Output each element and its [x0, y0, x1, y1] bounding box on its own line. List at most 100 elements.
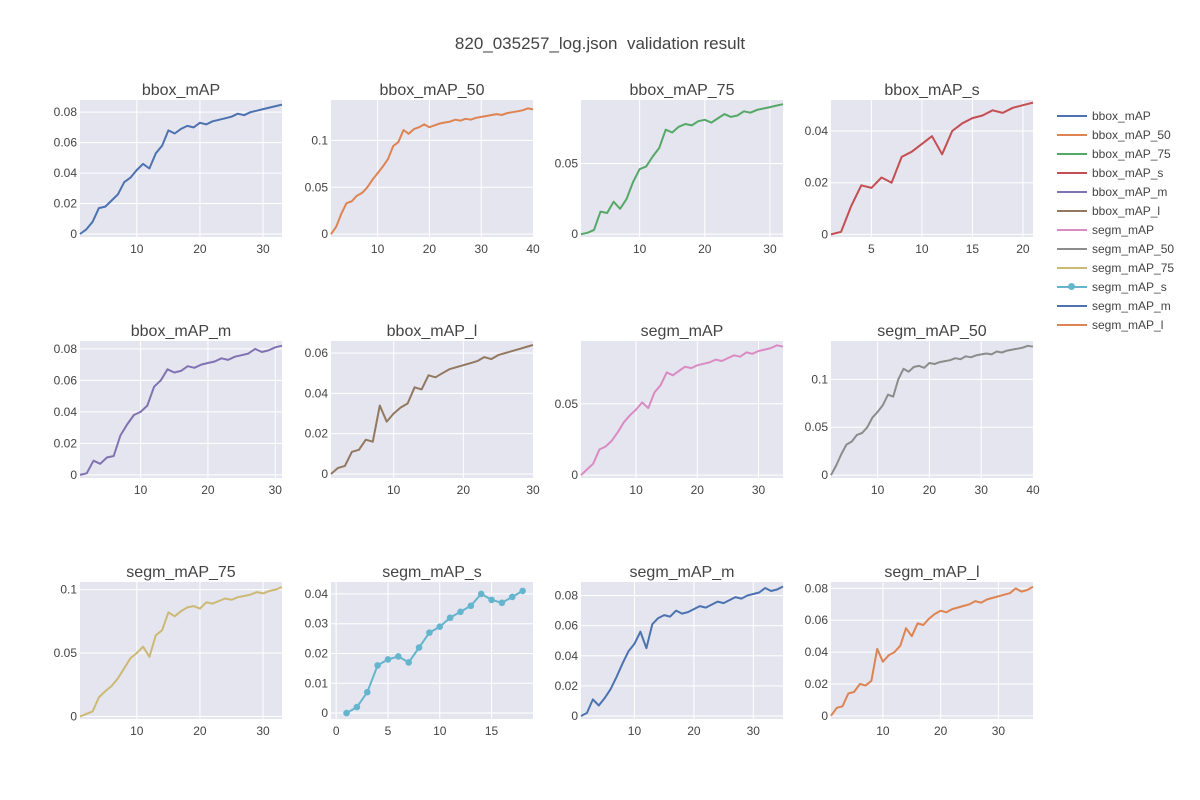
x-tick-label: 10	[871, 483, 885, 497]
y-tick-label: 0.06	[54, 373, 78, 387]
data-point	[508, 593, 516, 601]
subplot-title: segm_mAP_m	[630, 564, 735, 581]
y-tick-label: 0.08	[54, 105, 78, 119]
y-tick-label: 0.02	[305, 427, 329, 441]
legend-item[interactable]: bbox_mAP	[1057, 106, 1174, 125]
subplot-title: bbox_mAP_l	[387, 323, 478, 340]
legend-swatch	[1057, 300, 1087, 312]
y-tick-label: 0.02	[54, 197, 78, 211]
legend-swatch	[1057, 319, 1087, 331]
legend-item[interactable]: segm_mAP_75	[1057, 258, 1174, 277]
legend-swatch	[1057, 281, 1087, 293]
x-tick-label: 20	[1016, 242, 1030, 256]
y-tick-label: 0	[321, 227, 328, 241]
x-tick-label: 30	[269, 483, 283, 497]
subplot: 10 20 30 0 0.05 bbox_mAP_75	[555, 82, 784, 256]
subplot-title: bbox_mAP_75	[630, 82, 735, 99]
y-tick-label: 0.04	[305, 587, 329, 601]
y-tick-label: 0	[821, 227, 828, 241]
legend-label: segm_mAP_m	[1092, 298, 1171, 313]
data-point	[395, 653, 402, 660]
x-tick-label: 20	[423, 242, 437, 256]
data-point	[457, 608, 464, 616]
subplot: 5 10 15 20 0 0.02 0.04 bbox_mAP_s	[805, 82, 1034, 256]
subplot-title: bbox_mAP_50	[380, 82, 485, 99]
subplot-title: bbox_mAP_m	[131, 323, 232, 340]
legend-item[interactable]: bbox_mAP_m	[1057, 182, 1174, 201]
subplot-title: bbox_mAP	[142, 82, 220, 99]
x-tick-label: 30	[526, 483, 540, 497]
x-tick-label: 20	[457, 483, 471, 497]
subplot: 10 20 30 0 0.02 0.04 0.06 0.08 bbox_mAP	[54, 82, 283, 256]
x-tick-label: 10	[633, 242, 647, 256]
legend-item[interactable]: bbox_mAP_s	[1057, 163, 1174, 182]
y-tick-label: 0.05	[555, 397, 579, 411]
series-line	[580, 344, 784, 476]
legend-label: bbox_mAP_l	[1092, 203, 1161, 218]
x-tick-label: 20	[687, 724, 701, 738]
y-tick-label: 0.01	[305, 676, 329, 690]
legend-item[interactable]: bbox_mAP_l	[1057, 201, 1174, 220]
legend-label: bbox_mAP_s	[1092, 165, 1164, 180]
data-point	[488, 596, 495, 604]
data-point	[374, 662, 381, 669]
x-tick-label: 10	[130, 724, 144, 738]
x-tick-label: 0	[333, 724, 340, 738]
data-point	[498, 599, 506, 607]
legend-item[interactable]: segm_mAP_50	[1057, 239, 1174, 258]
x-tick-label: 5	[385, 724, 392, 738]
legend-item[interactable]: segm_mAP_m	[1057, 296, 1174, 315]
subplot: 10 20 30 0 0.02 0.04 0.06 0.08 segm_mAP_m	[555, 564, 784, 738]
x-tick-label: 30	[763, 242, 777, 256]
legend-swatch	[1057, 186, 1087, 198]
legend-item[interactable]: bbox_mAP_50	[1057, 125, 1174, 144]
x-tick-label: 30	[256, 724, 270, 738]
plot-area	[831, 341, 1033, 478]
subplot: 10 20 30 40 0 0.05 0.1 bbox_mAP_50	[305, 82, 540, 256]
x-tick-label: 30	[475, 242, 489, 256]
x-tick-label: 10	[130, 242, 144, 256]
y-tick-label: 0.02	[305, 646, 329, 660]
y-tick-label: 0.08	[805, 581, 829, 595]
page-title: 820_035257_log.json validation result	[454, 34, 746, 53]
y-tick-label: 0.06	[555, 619, 579, 633]
plot-area	[581, 582, 783, 719]
legend-item[interactable]: bbox_mAP_75	[1057, 144, 1174, 163]
subplot: 0 5 10 15 0 0.01 0.02 0.03 0.04 segm_mAP_s	[305, 564, 533, 738]
data-point	[415, 644, 423, 651]
series-line	[580, 103, 784, 236]
series-line	[330, 344, 534, 475]
x-tick-label: 20	[691, 483, 705, 497]
data-point	[405, 659, 412, 666]
subplot-title: segm_mAP_75	[126, 564, 235, 581]
x-tick-label: 20	[201, 483, 215, 497]
data-point	[353, 703, 361, 711]
plot-area	[831, 582, 1033, 719]
x-tick-label: 10	[387, 483, 401, 497]
data-point	[477, 590, 485, 598]
data-point	[467, 602, 475, 610]
plot-area	[80, 582, 282, 719]
y-tick-label: 0	[321, 706, 328, 720]
y-tick-label: 0.1	[60, 583, 77, 597]
subplot-title: segm_mAP_s	[382, 564, 482, 581]
y-tick-label: 0.06	[54, 136, 78, 150]
subplot: 10 20 30 0 0.02 0.04 0.06 0.08 segm_mAP_l	[805, 564, 1034, 738]
x-tick-label: 5	[868, 242, 875, 256]
data-point	[446, 614, 454, 622]
y-tick-label: 0.04	[54, 405, 78, 419]
y-tick-label: 0	[70, 468, 77, 482]
legend-item[interactable]: segm_mAP	[1057, 220, 1174, 239]
y-tick-label: 0	[70, 709, 77, 723]
data-point	[436, 623, 444, 630]
legend-item[interactable]: segm_mAP_s	[1057, 277, 1174, 296]
x-tick-label: 15	[485, 724, 499, 738]
plot-area	[581, 341, 783, 478]
x-tick-label: 20	[193, 724, 207, 738]
x-tick-label: 20	[923, 483, 937, 497]
x-tick-label: 20	[934, 724, 948, 738]
legend-item[interactable]: segm_mAP_l	[1057, 315, 1174, 334]
subplot-title: segm_mAP_50	[877, 323, 986, 340]
series-line	[79, 344, 283, 476]
